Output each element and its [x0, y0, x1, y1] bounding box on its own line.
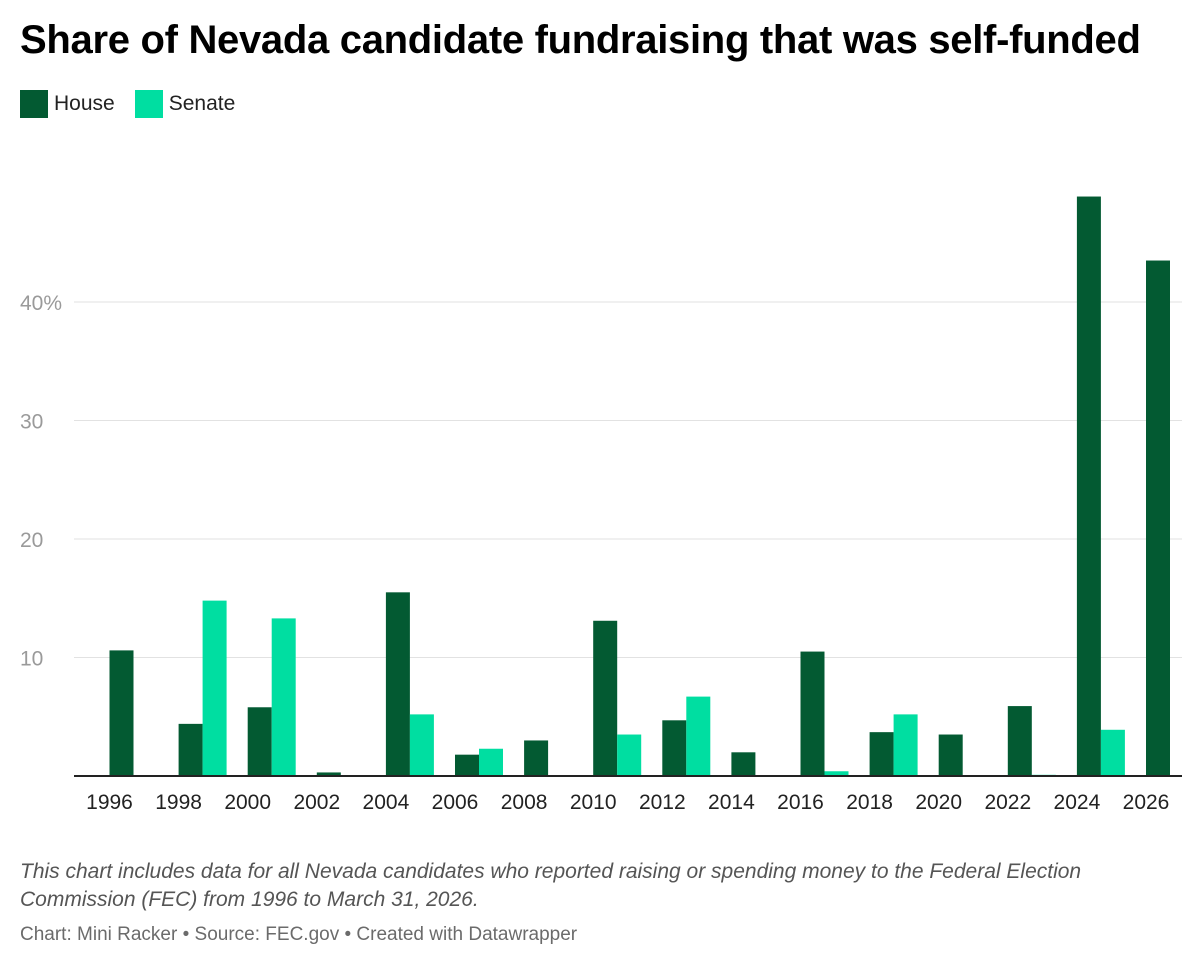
x-tick-label-2012: 2012	[639, 791, 686, 814]
bar-senate-2024	[1100, 729, 1125, 776]
legend-label-senate: Senate	[168, 92, 236, 115]
bar-senate-1998	[202, 600, 227, 776]
x-tick-label-1998: 1998	[155, 791, 202, 814]
x-tick-label-2010: 2010	[570, 791, 617, 814]
legend-item-senate: Senate	[134, 90, 236, 118]
legend-swatch-house	[20, 90, 48, 118]
x-tick-label-2008: 2008	[501, 791, 548, 814]
bar-house-2014	[731, 752, 756, 776]
bar-house-2020	[938, 734, 963, 776]
y-tick-label-30: 30	[20, 411, 43, 434]
bar-senate-2010	[617, 734, 642, 776]
y-tick-label-10: 10	[20, 648, 43, 671]
legend-item-house: House	[20, 90, 115, 118]
bar-house-1998	[178, 723, 203, 776]
bar-senate-2004	[409, 714, 434, 776]
bar-house-2002	[316, 772, 341, 776]
x-tick-label-2018: 2018	[846, 791, 893, 814]
bar-chart: 10 20 30 40% 1996 1998 2000 2002 2004 2006 2008 201…	[20, 196, 1182, 814]
bar-house-2000	[247, 707, 272, 776]
bar-senate-2000	[271, 618, 296, 776]
bar-senate-2018	[893, 714, 918, 776]
y-tick-label-40: 40%	[20, 292, 62, 315]
x-tick-label-2004: 2004	[363, 791, 410, 814]
bar-house-2026	[1146, 260, 1170, 776]
chart-title: Share of Nevada candidate fundraising th…	[20, 18, 1141, 62]
x-tick-label-2000: 2000	[224, 791, 271, 814]
bar-house-2024	[1076, 196, 1101, 776]
bar-house-2016	[800, 651, 825, 776]
bar-house-2010	[593, 620, 618, 776]
bar-senate-2006	[479, 748, 503, 776]
bar-house-2004	[385, 592, 410, 776]
x-tick-label-1996: 1996	[86, 791, 133, 814]
bar-house-2006	[455, 754, 479, 776]
x-tick-label-2020: 2020	[915, 791, 962, 814]
bar-house-2022	[1007, 706, 1032, 776]
bar-house-1996	[109, 650, 134, 776]
x-tick-label-2002: 2002	[293, 791, 340, 814]
x-tick-label-2016: 2016	[777, 791, 824, 814]
legend-label-house: House	[54, 92, 115, 115]
legend-swatch-senate	[134, 90, 163, 118]
bar-house-2008	[524, 740, 549, 776]
y-tick-label-20: 20	[20, 529, 43, 552]
chart-credit: Chart: Mini Racker • Source: FEC.gov • C…	[20, 924, 578, 945]
bar-house-2018	[869, 732, 894, 776]
x-tick-label-2014: 2014	[708, 791, 755, 814]
bar-senate-2012	[686, 696, 711, 776]
x-tick-label-2024: 2024	[1054, 791, 1101, 814]
x-tick-label-2026: 2026	[1123, 791, 1170, 814]
chart-notes: This chart includes data for all Nevada …	[20, 860, 1082, 911]
bar-senate-2016	[824, 771, 849, 776]
bar-house-2012	[662, 720, 687, 776]
x-tick-label-2006: 2006	[432, 791, 479, 814]
x-tick-label-2022: 2022	[984, 791, 1031, 814]
legend: House Senate	[20, 90, 255, 118]
